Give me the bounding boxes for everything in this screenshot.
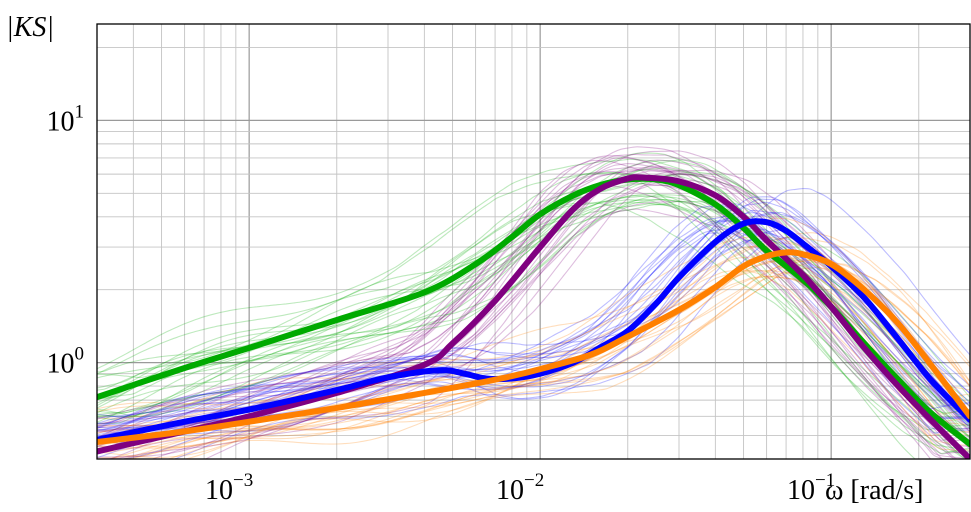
background-curve: [204, 208, 943, 459]
background-curve: [97, 168, 970, 441]
background-curve: [97, 259, 970, 450]
plot-frame: [96, 23, 971, 460]
background-curve: [115, 266, 970, 459]
tick-labels: 10−3 10−2 10−1 100 101: [47, 101, 836, 506]
background-curve: [109, 269, 970, 459]
background-curve: [97, 174, 970, 430]
background-curve: [97, 173, 970, 453]
background-curve: [97, 185, 932, 459]
background-curve: [97, 184, 970, 459]
background-curve: [97, 196, 970, 431]
x-tick-label: 10−1: [787, 470, 835, 506]
background-curve: [97, 195, 970, 453]
background-curve: [97, 220, 970, 427]
x-tick-label: 10−2: [496, 470, 544, 506]
background-curve: [97, 211, 970, 441]
y-tick-label: 100: [47, 344, 85, 380]
series-lines: [97, 174, 970, 459]
background-curve: [97, 198, 970, 431]
background-curve: [97, 200, 970, 443]
background-curve: [97, 172, 970, 431]
background-curve: [97, 193, 968, 459]
background-curve: [97, 155, 970, 448]
background-curve: [167, 272, 970, 459]
series-line-4: [97, 249, 970, 445]
background-curve: [97, 232, 970, 432]
background-curve: [97, 199, 970, 444]
x-tick-label: 10−3: [205, 470, 253, 506]
background-curve: [97, 159, 970, 459]
background-curve: [97, 146, 970, 433]
background-curve: [97, 150, 970, 429]
background-curve: [97, 201, 970, 419]
background-curve: [97, 153, 970, 430]
background-curve: [97, 217, 970, 419]
background-curve: [97, 169, 970, 443]
background-curves: [97, 146, 970, 459]
background-curve: [97, 203, 970, 458]
background-curve: [97, 172, 970, 451]
background-curve: [97, 198, 970, 439]
background-curve: [97, 187, 970, 419]
x-axis-label: ω [rad/s]: [825, 475, 924, 506]
background-curve: [151, 200, 955, 459]
y-tick-label: 101: [47, 101, 85, 137]
background-curve: [97, 212, 970, 429]
background-curve: [97, 238, 970, 451]
background-curve: [97, 195, 970, 447]
background-curve: [97, 215, 970, 425]
background-curve: [97, 239, 970, 455]
y-axis-label: |KS|: [6, 12, 54, 43]
background-curve: [97, 160, 970, 398]
background-curve: [97, 158, 970, 414]
background-curve: [97, 203, 970, 428]
background-curve: [120, 259, 970, 459]
